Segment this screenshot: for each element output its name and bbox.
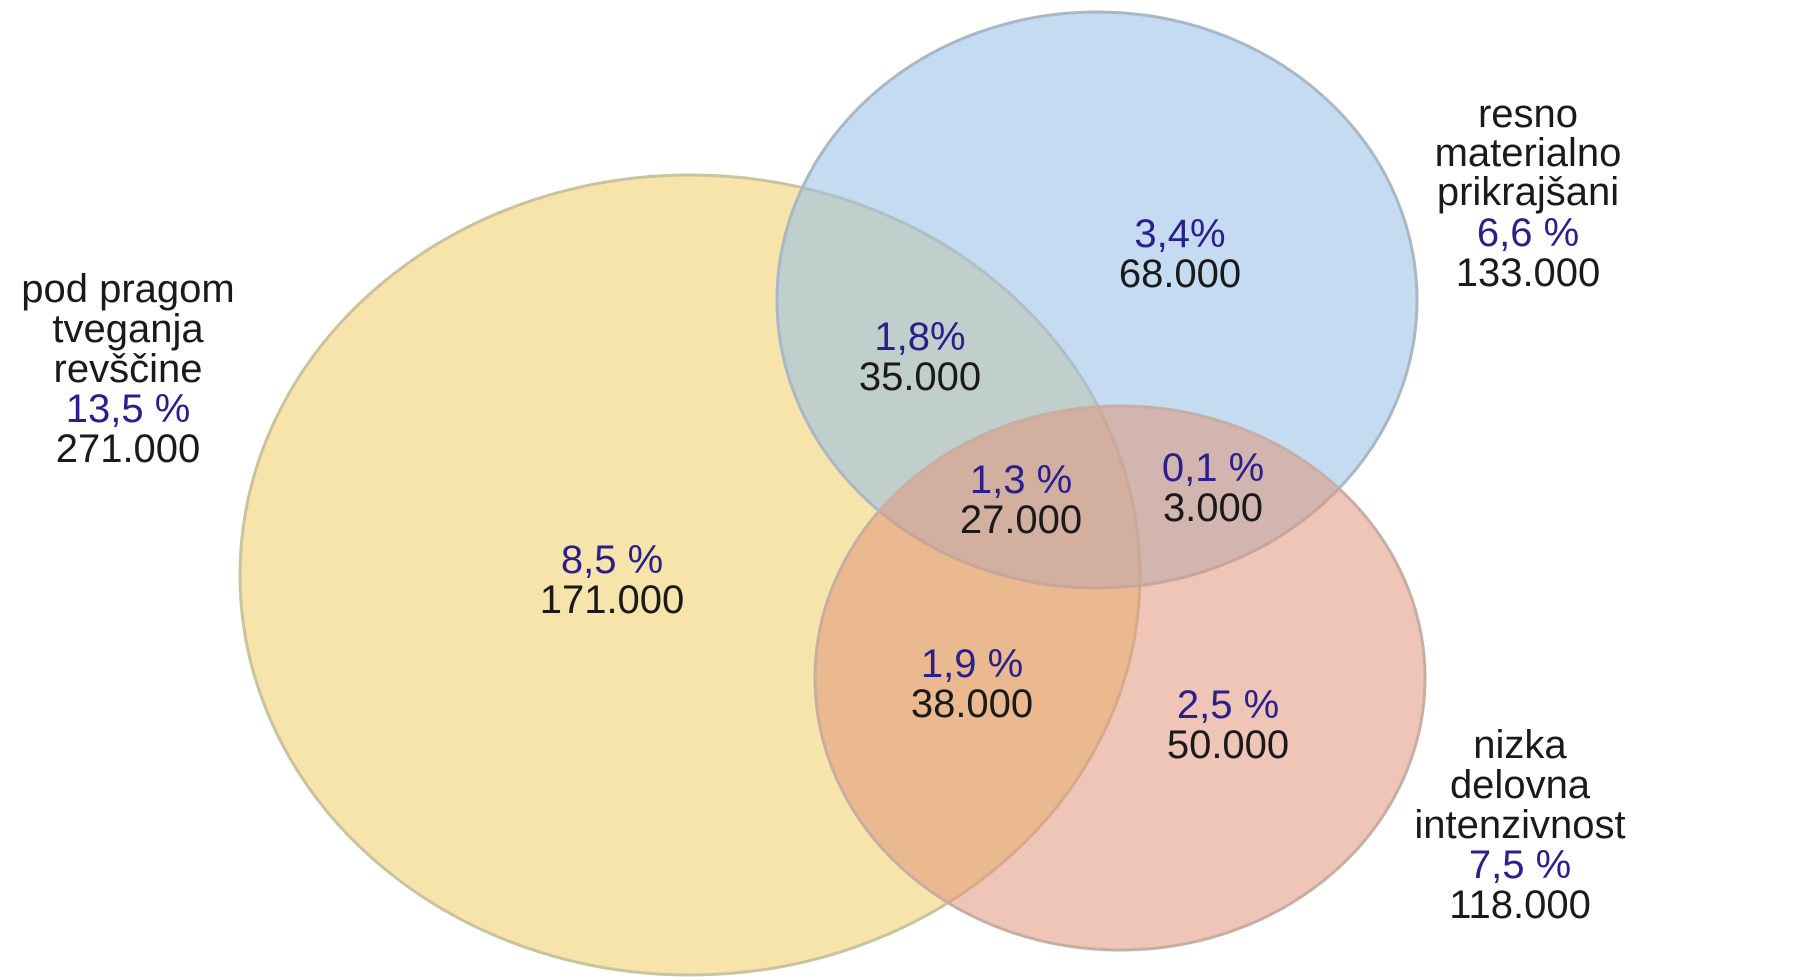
- set-percent: 7,5 %: [1469, 843, 1571, 887]
- region-count: 171.000: [540, 578, 685, 622]
- region-count: 50.000: [1167, 723, 1289, 767]
- region-count: 68.000: [1119, 252, 1241, 296]
- region-all-three: 1,3 % 27.000: [960, 458, 1082, 542]
- set-count: 133.000: [1456, 251, 1601, 295]
- region-count: 35.000: [859, 355, 981, 399]
- set-name-line: resno: [1478, 92, 1578, 136]
- region-percent: 2,5 %: [1177, 683, 1279, 727]
- region-count: 3.000: [1163, 486, 1263, 530]
- region-work-only: 2,5 % 50.000: [1167, 683, 1289, 767]
- region-poverty-deprived: 1,8% 35.000: [859, 315, 981, 399]
- set-circle-work: [813, 404, 1427, 952]
- set-name-line: intenzivnost: [1414, 803, 1625, 847]
- set-name-line: nizka: [1473, 723, 1567, 767]
- region-poverty-only: 8,5 % 171.000: [540, 538, 685, 622]
- set-name-line: pod pragom: [21, 267, 234, 311]
- set-percent: 6,6 %: [1477, 211, 1579, 255]
- region-poverty-work: 1,9 % 38.000: [911, 642, 1033, 726]
- region-percent: 3,4%: [1134, 212, 1225, 256]
- set-count: 118.000: [1449, 883, 1591, 927]
- region-percent: 1,3 %: [970, 458, 1072, 502]
- set-name-line: revščine: [54, 347, 203, 391]
- region-percent: 0,1 %: [1162, 446, 1264, 490]
- region-count: 38.000: [911, 682, 1033, 726]
- region-percent: 8,5 %: [561, 538, 663, 582]
- set-name-line: prikrajšani: [1437, 170, 1619, 214]
- region-percent: 1,8%: [874, 315, 965, 359]
- set-count: 271.000: [56, 427, 201, 471]
- region-percent: 1,9 %: [921, 642, 1023, 686]
- region-deprived-only: 3,4% 68.000: [1119, 212, 1241, 296]
- region-count: 27.000: [960, 498, 1082, 542]
- set-name-line: tveganja: [52, 307, 204, 351]
- region-deprived-work: 0,1 % 3.000: [1162, 446, 1264, 530]
- set-label-deprived: resno materialno prikrajšani 6,6 % 133.0…: [1435, 92, 1622, 295]
- set-name-line: delovna: [1450, 763, 1591, 807]
- set-label-work: nizka delovna intenzivnost 7,5 % 118.000: [1414, 723, 1625, 927]
- set-percent: 13,5 %: [66, 387, 191, 431]
- set-name-line: materialno: [1435, 131, 1622, 175]
- set-label-poverty: pod pragom tveganja revščine 13,5 % 271.…: [21, 267, 234, 471]
